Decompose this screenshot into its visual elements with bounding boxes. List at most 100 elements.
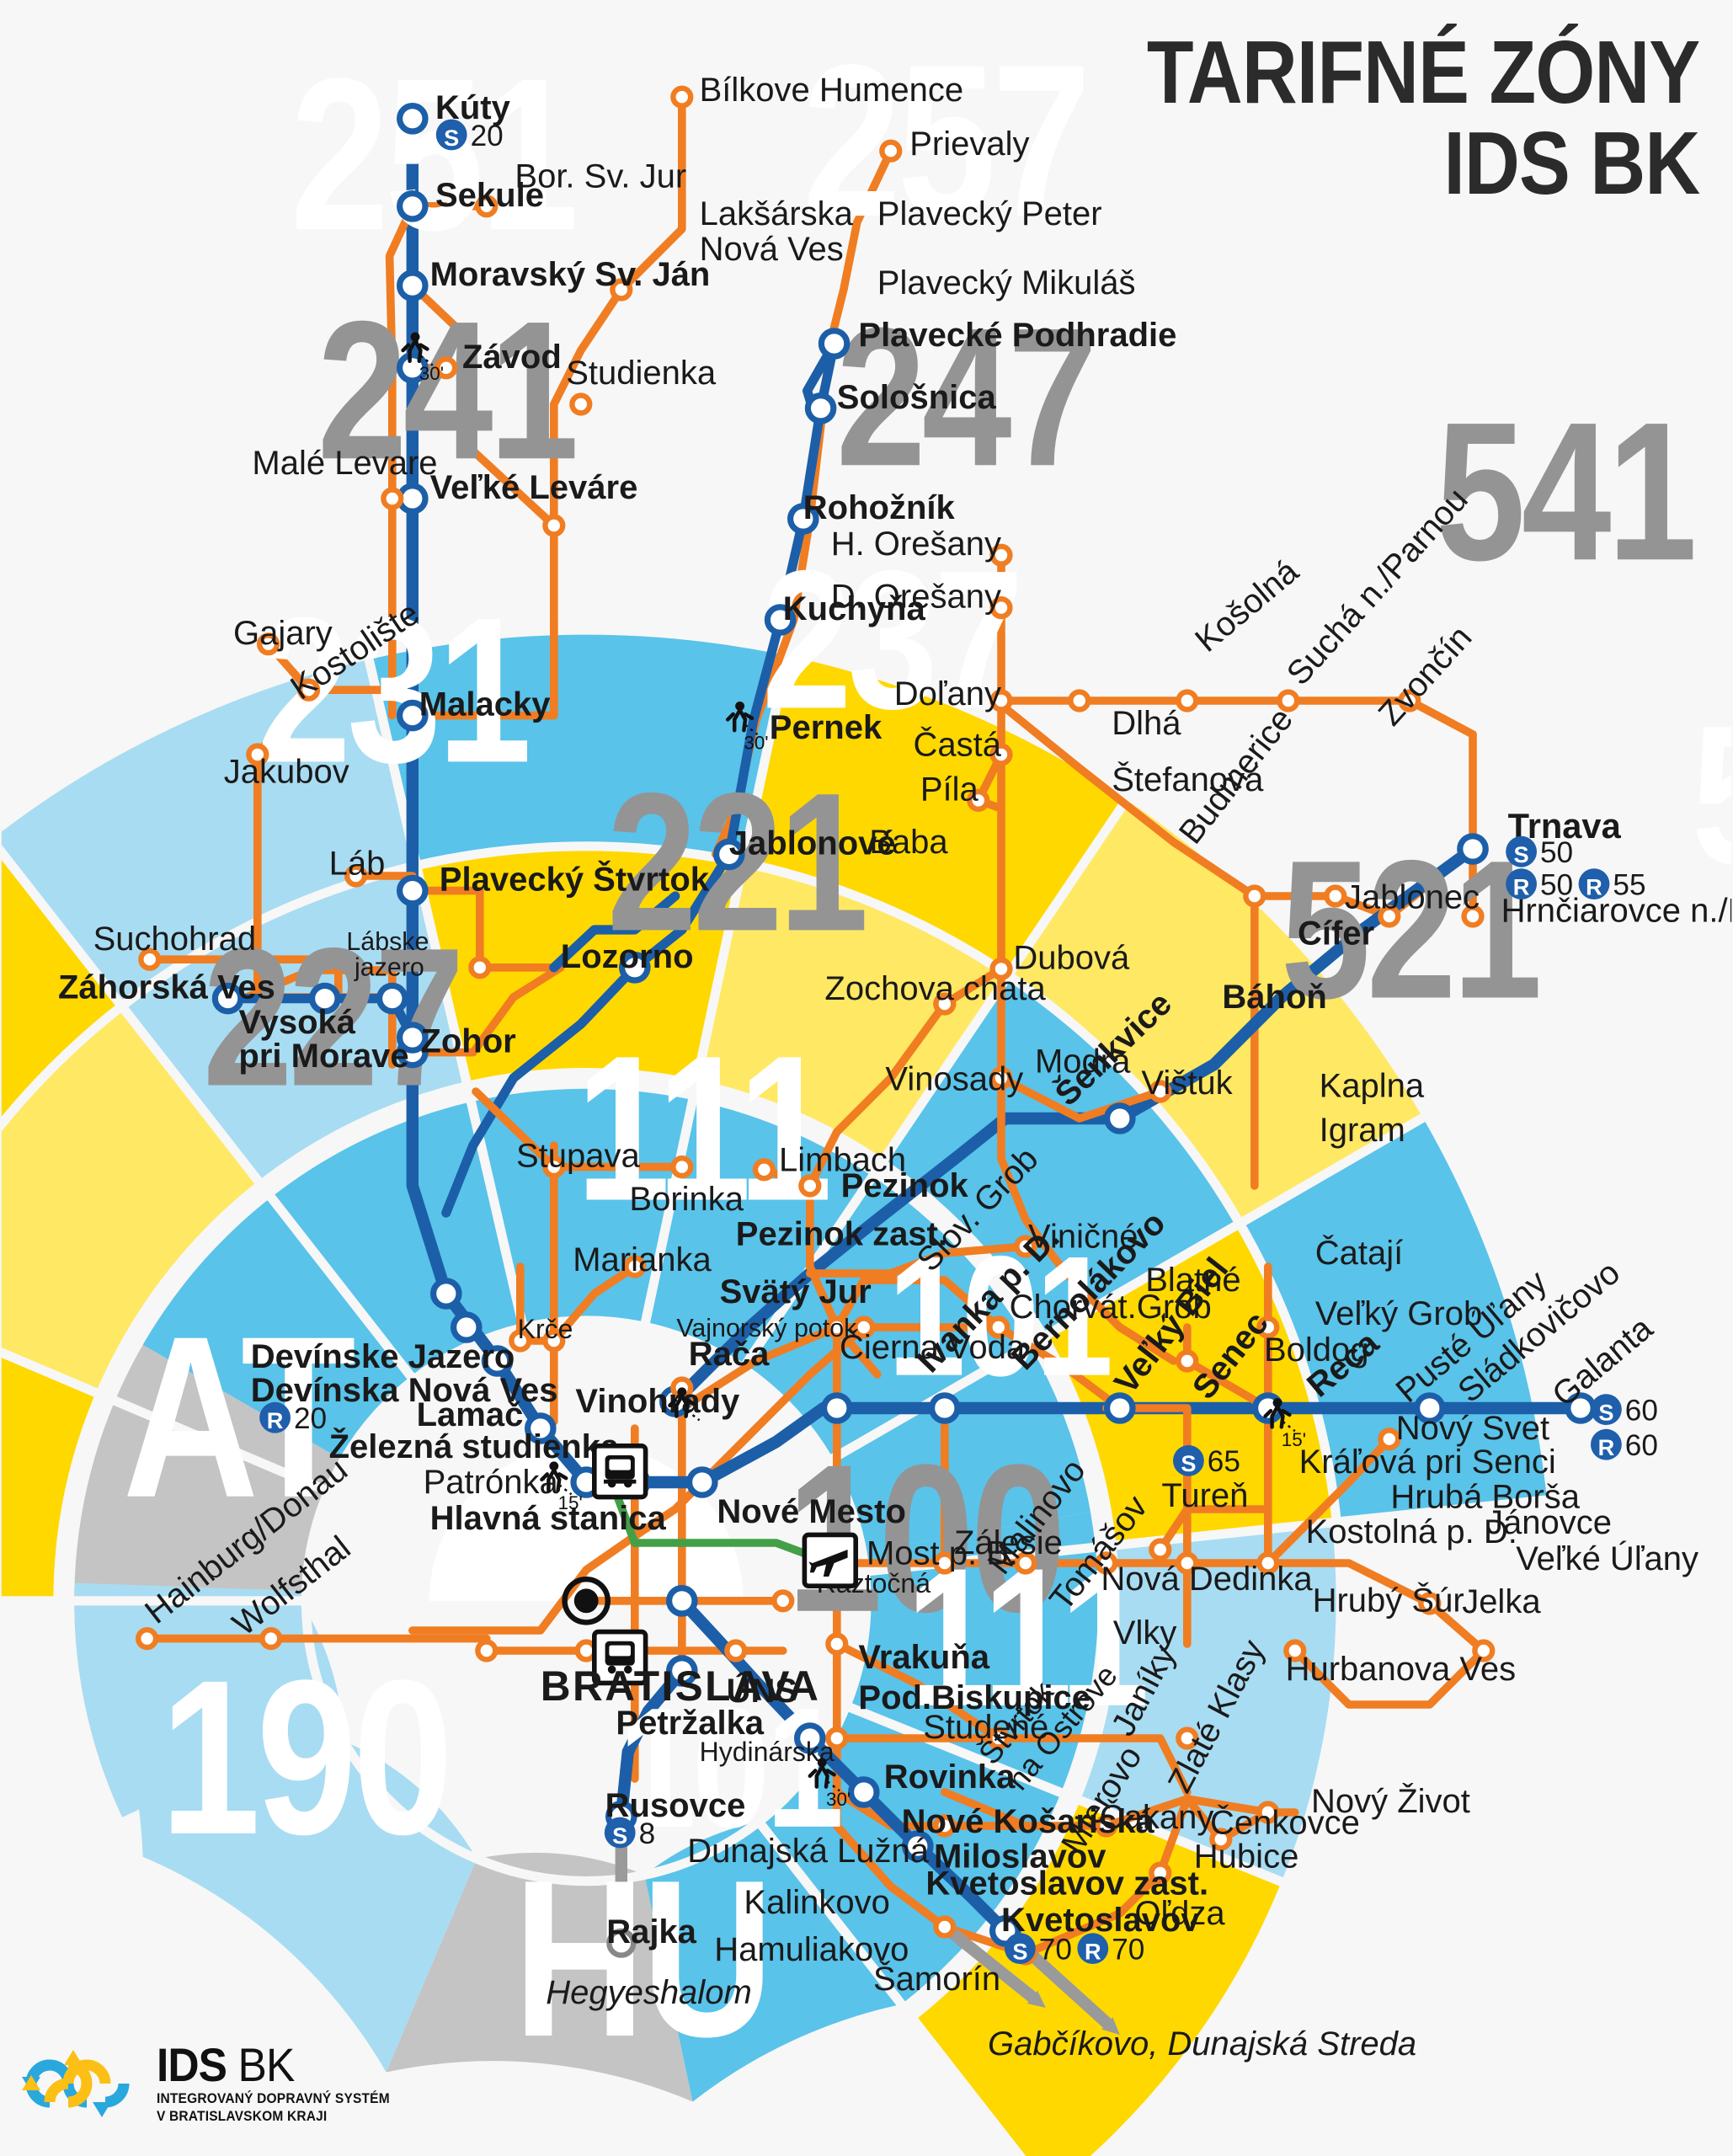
stop-label: Hrubý Šúr: [1313, 1582, 1464, 1620]
bus-stop-marker: [1378, 905, 1401, 928]
bus-stop-marker: [1256, 1551, 1280, 1575]
bus-stop-marker: [852, 1315, 876, 1339]
bus-stop-marker: [468, 956, 492, 979]
stop-label: Báhoň: [1222, 979, 1326, 1016]
rail-stop-marker: [397, 270, 429, 302]
stop-label: Kalinkovo: [744, 1884, 889, 1921]
stop-label: Dubová: [1013, 939, 1130, 976]
bus-stop-marker: [1472, 1639, 1496, 1662]
stop-label: Plavecký Peter: [877, 195, 1102, 232]
stop-label: Hurbanova Ves: [1286, 1651, 1517, 1688]
zone-number-190: 190: [160, 1635, 449, 1881]
stop-label: Pod.Biskupice: [858, 1679, 1090, 1716]
bus-stop-marker: [1324, 884, 1347, 908]
bus-stop-marker: [1378, 1428, 1401, 1451]
line-badge-number: 70: [1039, 1933, 1072, 1966]
bus-stop-marker: [989, 743, 1013, 766]
rail-stop-marker: [929, 1392, 961, 1424]
bus-line: [833, 1788, 1030, 1830]
stop-label: Nové Košariská: [902, 1803, 1155, 1840]
stop-label: Vištuk: [1141, 1065, 1233, 1102]
bus-stop-marker: [989, 543, 1013, 567]
bus-stop-marker: [542, 1155, 566, 1179]
stop-label: Vysoká: [238, 1004, 355, 1041]
bus-stop-marker: [1149, 1538, 1172, 1561]
bus-line: [1264, 1435, 1394, 1567]
logo-bk: BK: [227, 2037, 296, 2091]
line-badge-group: S 50: [1506, 835, 1573, 869]
stop-label: Boldog: [1264, 1331, 1369, 1369]
bus-stop-marker: [542, 514, 566, 537]
line-badges-layer: S 20S 50R 50 R 55S 60R 60S 65R 20S 8S 70 R 70: [259, 119, 1658, 1966]
direction-arrow: [941, 1922, 1037, 2003]
ids-bk-logo: IDS BK INTEGROVANÝ DOPRAVNÝ SYSTÉM V BRA…: [15, 2040, 405, 2127]
bus-line: [550, 1262, 639, 1345]
zone-area: [74, 1610, 344, 1857]
logo-text-block: IDS BK INTEGROVANÝ DOPRAVNÝ SYSTÉM V BRA…: [157, 2041, 405, 2125]
line-badge-kind: S: [1598, 1399, 1613, 1425]
stop-label: Malé Levare: [252, 445, 437, 482]
bus-stop-marker: [989, 596, 1013, 620]
stop-label: Čakany: [1100, 1798, 1214, 1836]
zone-number-251: 251: [291, 33, 575, 275]
bus-stop-marker: [1277, 689, 1300, 712]
bus-line: [806, 1242, 1030, 1278]
stop-label: Moravský Sv. Ján: [430, 256, 711, 293]
walk-minutes: 30': [826, 1789, 851, 1810]
rail-stop-marker: [666, 1655, 698, 1687]
stop-label: Vrakuňa: [858, 1639, 989, 1676]
zone-number-257: 257: [803, 19, 1087, 262]
rail-stop-marker: [397, 1022, 429, 1054]
bus-line: [550, 93, 686, 530]
stop-label: Železná studienka: [329, 1427, 620, 1465]
bus-stop-marker: [1014, 1551, 1037, 1575]
walk-minutes: 15': [558, 1492, 583, 1513]
bus-stop-marker: [509, 1329, 532, 1353]
zone-boundary: [639, 650, 793, 1328]
stop-label: Nové Mesto: [717, 1493, 906, 1530]
bus-stop-marker: [825, 1315, 849, 1339]
stop-label: Jablonové: [729, 825, 896, 862]
bus-line: [833, 1640, 1003, 1742]
bus-line: [408, 886, 565, 972]
stop-label: Šamorín: [873, 1960, 1000, 1998]
stop-label: Igram: [1320, 1112, 1405, 1149]
s-line-icon: [604, 1817, 636, 1849]
bus-stop-marker: [1176, 1726, 1199, 1750]
bus-stop-marker: [989, 957, 1013, 980]
r-line-icon: [259, 1401, 291, 1433]
stop-label: Plavecký Štvrtok: [440, 860, 710, 899]
stop-label: Devínske Jazero: [251, 1338, 515, 1375]
zone-number-247: 247: [836, 287, 1094, 507]
rail-stop-marker: [619, 952, 651, 984]
bus-stop-marker: [1243, 884, 1266, 908]
stop-label: Hubice: [1194, 1838, 1299, 1876]
bus-stop-marker: [1149, 1861, 1172, 1885]
bus-stop-marker: [1176, 1349, 1199, 1373]
stop-label: Dlhá: [1112, 705, 1181, 742]
stop-label: Veľké Úľany: [1516, 1540, 1698, 1577]
stop-label: Láb: [329, 845, 386, 882]
bus-line: [806, 964, 1005, 1190]
line-badge-number: 20: [294, 1402, 327, 1435]
rail-stop-marker: [429, 1278, 462, 1310]
zone-boundary: [1, 1347, 331, 1496]
rail-line: [549, 891, 680, 973]
zone-number-521: 521: [1281, 819, 1538, 1039]
center-dot-icon: [562, 1577, 611, 1625]
bus-stop-marker: [344, 864, 368, 888]
rail-stop-marker: [848, 1776, 880, 1808]
zone-number-241: 241: [317, 280, 575, 500]
rail-stop-marker: [1457, 833, 1489, 865]
line-badge-kind: S: [444, 125, 459, 151]
s-line-icon: [1506, 835, 1537, 867]
bus-stop-marker: [989, 689, 1013, 712]
bus-stop-marker: [381, 487, 404, 510]
rail-stop-marker: [397, 874, 429, 907]
bus-line: [146, 955, 343, 1001]
zone-number-111: 111: [576, 1011, 829, 1244]
stop-label: Lozorno: [561, 938, 694, 975]
stop-label: Bor. Sv. Jur: [515, 157, 686, 195]
bus-stop-marker: [475, 195, 499, 218]
